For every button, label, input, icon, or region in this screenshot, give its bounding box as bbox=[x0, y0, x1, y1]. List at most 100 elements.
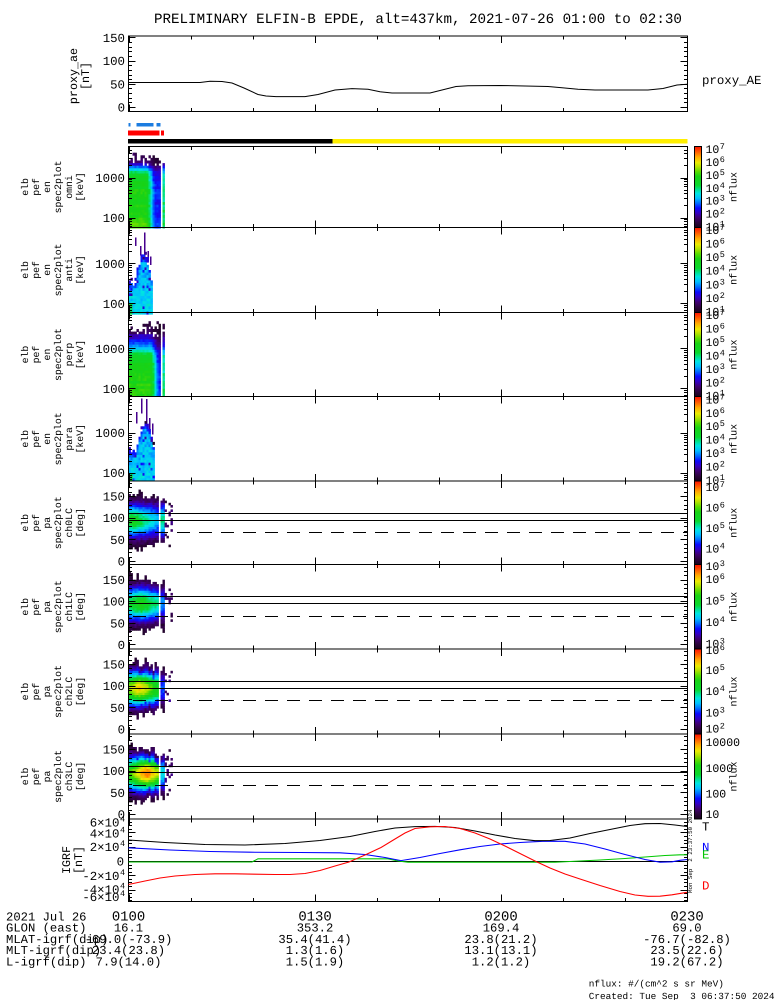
svg-text:pef: pef bbox=[31, 683, 42, 701]
svg-text:Mon Sep 2 23:37:50 2024: Mon Sep 2 23:37:50 2024 bbox=[687, 809, 694, 893]
svg-text:5: 5 bbox=[720, 335, 725, 345]
svg-text:10: 10 bbox=[706, 482, 720, 495]
svg-text:10: 10 bbox=[706, 617, 720, 630]
svg-text:2×10: 2×10 bbox=[90, 841, 120, 855]
svg-text:4: 4 bbox=[120, 826, 125, 836]
svg-text:spec2plot: spec2plot bbox=[53, 160, 64, 213]
svg-text:D: D bbox=[702, 880, 709, 894]
svg-text:10: 10 bbox=[706, 708, 720, 721]
svg-text:pef: pef bbox=[31, 178, 42, 196]
svg-text:en: en bbox=[42, 264, 53, 276]
svg-text:pa: pa bbox=[42, 770, 53, 782]
svg-text:5: 5 bbox=[720, 594, 725, 604]
svg-text:T: T bbox=[702, 821, 709, 835]
svg-text:10: 10 bbox=[706, 645, 720, 658]
svg-text:pef: pef bbox=[31, 768, 42, 786]
svg-text:1000: 1000 bbox=[95, 343, 125, 357]
svg-text:10: 10 bbox=[706, 408, 720, 421]
svg-text:4: 4 bbox=[120, 839, 125, 849]
svg-text:pef: pef bbox=[31, 598, 42, 616]
svg-text:5: 5 bbox=[720, 663, 725, 673]
svg-text:4: 4 bbox=[120, 882, 125, 892]
svg-text:7: 7 bbox=[720, 223, 725, 233]
svg-text:5: 5 bbox=[720, 168, 725, 178]
svg-text:2: 2 bbox=[720, 460, 725, 470]
svg-text:4×10: 4×10 bbox=[90, 828, 120, 842]
svg-text:3: 3 bbox=[720, 277, 725, 287]
svg-text:0: 0 bbox=[117, 856, 124, 870]
svg-text:ch0LC: ch0LC bbox=[64, 508, 75, 538]
svg-text:MLAT-igrf(dip): MLAT-igrf(dip) bbox=[6, 933, 108, 947]
svg-text:10: 10 bbox=[706, 364, 720, 377]
svg-text:169.4: 169.4 bbox=[483, 922, 520, 936]
svg-text:0: 0 bbox=[118, 639, 125, 653]
svg-text:anti: anti bbox=[64, 258, 75, 282]
svg-text:spec2plot: spec2plot bbox=[53, 665, 64, 718]
svg-text:elb: elb bbox=[20, 598, 31, 616]
svg-text:[nT]: [nT] bbox=[79, 62, 93, 90]
svg-text:10000: 10000 bbox=[706, 737, 741, 750]
svg-text:23.8(21.2): 23.8(21.2) bbox=[464, 933, 537, 947]
svg-text:100: 100 bbox=[103, 298, 125, 312]
svg-text:[keV]: [keV] bbox=[75, 424, 86, 453]
svg-text:6: 6 bbox=[720, 155, 725, 165]
svg-text:perp: perp bbox=[64, 343, 75, 367]
svg-text:23.4(23.8): 23.4(23.8) bbox=[92, 944, 165, 958]
svg-text:[keV]: [keV] bbox=[75, 255, 86, 284]
svg-text:spec2plot: spec2plot bbox=[53, 496, 64, 549]
svg-text:2: 2 bbox=[720, 207, 725, 217]
svg-text:10: 10 bbox=[706, 170, 720, 183]
svg-text:1000: 1000 bbox=[95, 172, 125, 186]
svg-text:1.5(1.9): 1.5(1.9) bbox=[286, 956, 345, 970]
svg-text:10: 10 bbox=[706, 544, 720, 557]
svg-text:[deg]: [deg] bbox=[75, 508, 86, 537]
svg-text:0: 0 bbox=[118, 102, 125, 116]
svg-text:2: 2 bbox=[720, 375, 725, 385]
svg-text:69.0: 69.0 bbox=[672, 922, 701, 936]
svg-text:ch2LC: ch2LC bbox=[64, 677, 75, 707]
svg-text:23.5(22.6): 23.5(22.6) bbox=[650, 944, 723, 958]
svg-text:-4×10: -4×10 bbox=[82, 884, 119, 898]
svg-text:10: 10 bbox=[706, 503, 720, 516]
svg-text:omni: omni bbox=[64, 175, 75, 199]
svg-text:6: 6 bbox=[720, 321, 725, 331]
svg-text:10: 10 bbox=[706, 144, 720, 157]
svg-text:10: 10 bbox=[706, 809, 720, 822]
svg-text:10: 10 bbox=[706, 561, 720, 574]
svg-text:3: 3 bbox=[720, 194, 725, 204]
svg-text:nflux: #/(cm^2 s sr MeV): nflux: #/(cm^2 s sr MeV) bbox=[589, 979, 724, 990]
svg-text:1000: 1000 bbox=[95, 427, 125, 441]
svg-text:10: 10 bbox=[706, 209, 720, 222]
svg-text:en: en bbox=[42, 349, 53, 361]
svg-text:150: 150 bbox=[103, 744, 125, 758]
svg-text:10: 10 bbox=[706, 448, 720, 461]
svg-text:IGRF: IGRF bbox=[60, 846, 74, 874]
svg-text:4: 4 bbox=[120, 815, 125, 825]
svg-text:pef: pef bbox=[31, 514, 42, 532]
svg-text:-6×10: -6×10 bbox=[82, 891, 119, 905]
svg-text:6×10: 6×10 bbox=[90, 817, 120, 831]
svg-text:35.4(41.4): 35.4(41.4) bbox=[278, 933, 351, 947]
svg-text:2021 Jul 26: 2021 Jul 26 bbox=[6, 911, 86, 925]
svg-text:spec2plot: spec2plot bbox=[53, 243, 64, 296]
svg-text:10: 10 bbox=[706, 391, 720, 404]
svg-text:spec2plot: spec2plot bbox=[53, 412, 64, 465]
svg-text:ch1LC: ch1LC bbox=[64, 592, 75, 622]
svg-text:100: 100 bbox=[103, 765, 125, 779]
svg-text:elb: elb bbox=[20, 261, 31, 279]
svg-text:nflux: nflux bbox=[729, 340, 741, 370]
svg-text:7: 7 bbox=[720, 392, 725, 402]
svg-text:para: para bbox=[64, 427, 75, 451]
svg-text:1000: 1000 bbox=[706, 763, 734, 776]
svg-text:150: 150 bbox=[103, 574, 125, 588]
svg-text:spec2plot: spec2plot bbox=[53, 328, 64, 381]
svg-text:E: E bbox=[702, 849, 709, 863]
svg-text:4: 4 bbox=[720, 684, 725, 694]
svg-text:3: 3 bbox=[720, 446, 725, 456]
svg-text:10: 10 bbox=[706, 293, 720, 306]
svg-text:150: 150 bbox=[103, 32, 125, 46]
svg-text:6: 6 bbox=[720, 643, 725, 653]
svg-text:7: 7 bbox=[720, 480, 725, 490]
svg-text:13.1(13.1): 13.1(13.1) bbox=[464, 944, 537, 958]
svg-text:L-igrf(dip): L-igrf(dip) bbox=[6, 956, 86, 970]
